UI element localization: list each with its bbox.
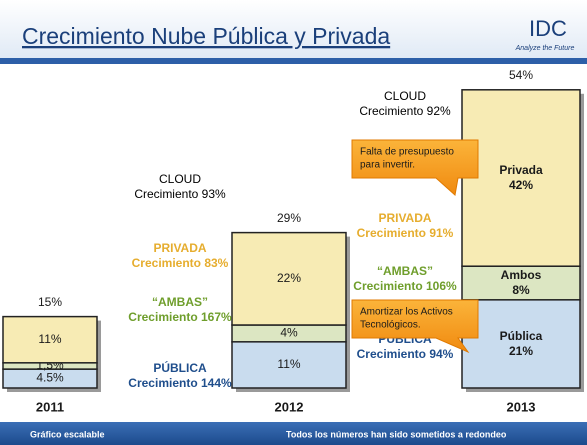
footer-left: Gráfico escalable (30, 429, 105, 439)
footer-right: Todos los números han sido sometidos a r… (286, 429, 507, 439)
logo: IDC (529, 16, 567, 41)
growth-label: CLOUD (159, 172, 201, 186)
category-label: 2011 (36, 399, 64, 414)
value-label: 21% (509, 344, 533, 358)
header (0, 0, 587, 60)
bar-segment (461, 265, 581, 301)
plot: 4.5%1,5%11%15%201111%4%22%29%2012Pública… (2, 68, 584, 414)
callout-box (351, 139, 479, 196)
value-label: 11% (277, 357, 300, 371)
category-label: 2012 (275, 399, 304, 414)
value-label: 22% (277, 271, 301, 285)
growth-text: Crecimiento 94% (357, 347, 454, 361)
segment-name: Pública (500, 329, 543, 343)
callout-text: para invertir. (360, 160, 415, 171)
growth-text: Crecimiento 83% (132, 256, 229, 270)
growth-text: Crecimiento 106% (353, 279, 457, 293)
growth-text: Crecimiento 144% (128, 376, 232, 390)
bar-segment (2, 315, 98, 364)
segment-name: Ambos (501, 268, 542, 282)
callout-text: Falta de presupuesto (360, 147, 454, 158)
growth-text: Crecimiento 91% (357, 226, 454, 240)
header-rule (0, 58, 587, 64)
footer (0, 422, 587, 445)
growth-text: Crecimiento 167% (128, 310, 232, 324)
callout-box (351, 299, 479, 354)
bar-segment (231, 341, 347, 389)
value-label: 8% (512, 283, 530, 297)
title: Crecimiento Nube Pública y Privada (22, 23, 390, 49)
total-label: 15% (38, 295, 62, 309)
growth-label: PRIVADA (378, 211, 431, 225)
growth-text: Crecimiento 93% (134, 187, 226, 201)
bar-segment (231, 231, 347, 326)
value-label: 11% (38, 332, 61, 346)
growth-label: CLOUD (384, 89, 426, 103)
growth-label: PÚBLICA (153, 360, 207, 375)
bar-segment (461, 299, 581, 389)
value-label: 4.5% (36, 371, 64, 385)
tagline: Analyze the Future (515, 45, 575, 52)
total-label: 29% (277, 211, 301, 225)
callout-text: Amortizar los Activos (360, 307, 453, 318)
category-label: 2013 (507, 399, 536, 414)
growth-label: “AMBAS” (377, 264, 433, 278)
growth-label: PRIVADA (153, 241, 206, 255)
growth-text: Crecimiento 92% (359, 104, 451, 118)
callout-text: Tecnológicos. (360, 320, 421, 331)
total-label: 54% (509, 68, 533, 82)
value-label: 4% (280, 326, 298, 340)
growth-label: “AMBAS” (152, 295, 208, 309)
value-label: 42% (509, 178, 533, 192)
bar-segment (461, 89, 581, 267)
segment-name: Privada (499, 163, 543, 177)
